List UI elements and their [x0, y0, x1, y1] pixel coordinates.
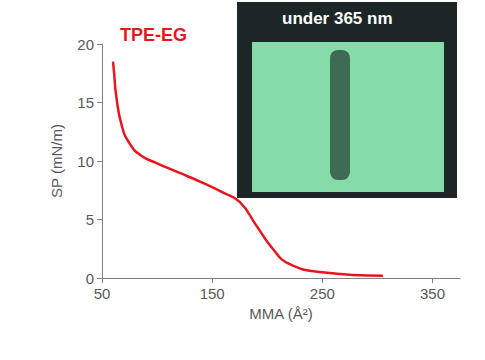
svg-text:15: 15 — [77, 94, 94, 111]
svg-text:MMA (Å²): MMA (Å²) — [249, 305, 312, 322]
svg-text:150: 150 — [200, 285, 225, 302]
svg-text:10: 10 — [77, 153, 94, 170]
svg-text:0: 0 — [86, 270, 94, 287]
svg-text:50: 50 — [94, 285, 111, 302]
svg-text:under 365 nm: under 365 nm — [282, 9, 393, 28]
svg-text:TPE-EG: TPE-EG — [120, 25, 187, 45]
svg-text:350: 350 — [420, 285, 445, 302]
svg-text:SP (mN/m): SP (mN/m) — [48, 124, 65, 198]
svg-text:250: 250 — [310, 285, 335, 302]
svg-text:5: 5 — [86, 211, 94, 228]
svg-text:20: 20 — [77, 36, 94, 53]
